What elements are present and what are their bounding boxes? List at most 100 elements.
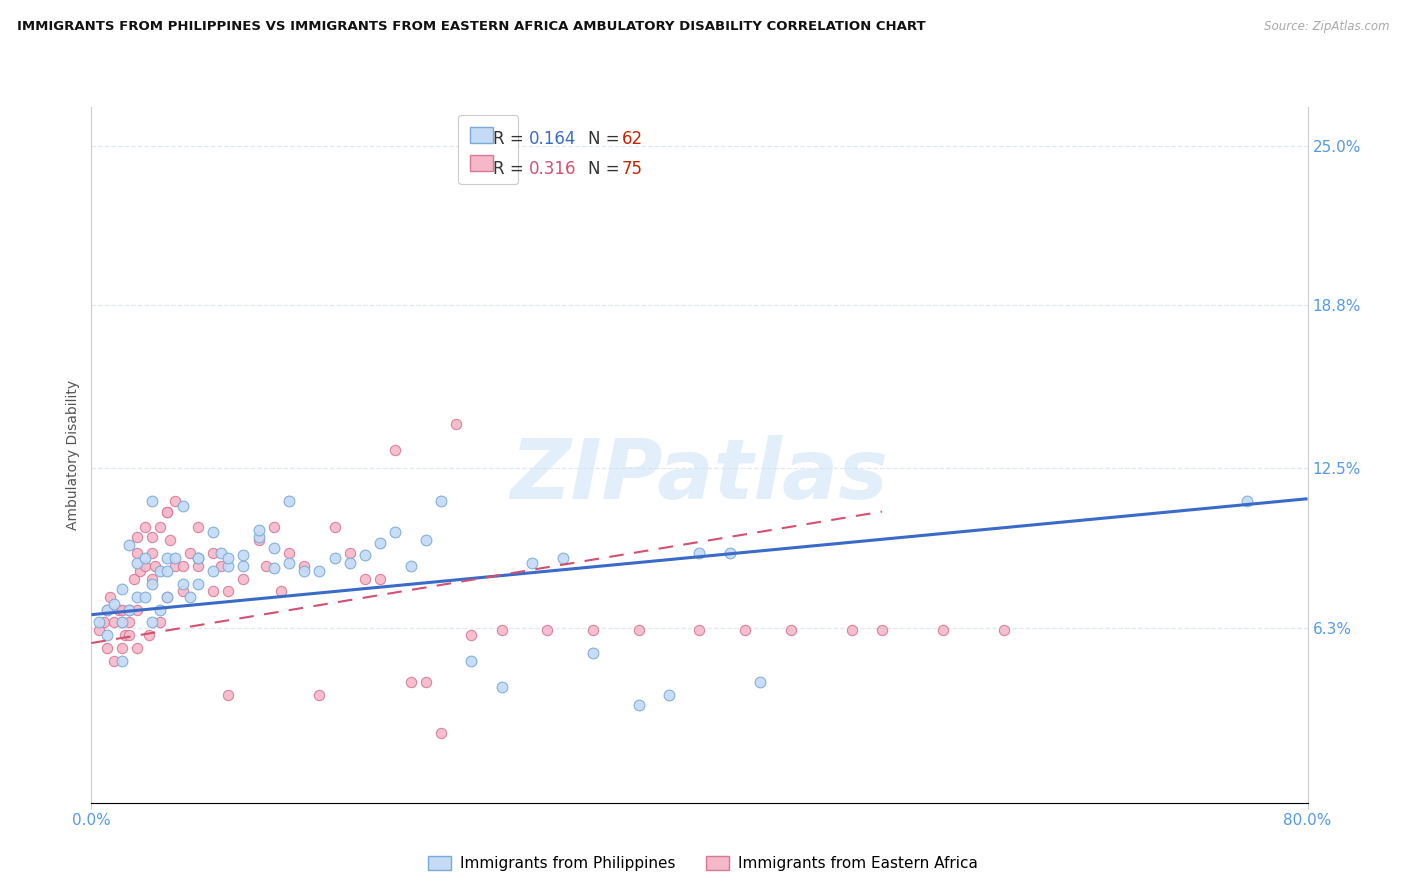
Point: [103, 598, 125, 612]
Point: [308, 688, 330, 702]
Point: [125, 641, 148, 656]
Point: [141, 576, 163, 591]
Point: [149, 615, 172, 630]
Point: [931, 623, 953, 637]
Point: [118, 602, 141, 616]
Point: [111, 582, 134, 596]
Point: [96, 602, 118, 616]
Point: [551, 551, 574, 566]
Point: [156, 590, 179, 604]
Point: [263, 561, 285, 575]
Point: [368, 535, 391, 549]
Text: N =: N =: [588, 160, 619, 178]
Point: [149, 564, 172, 578]
Point: [247, 533, 270, 547]
Point: [122, 572, 145, 586]
Point: [779, 623, 801, 637]
Point: [114, 628, 136, 642]
Point: [993, 623, 1015, 637]
Point: [134, 590, 156, 604]
Point: [263, 520, 285, 534]
Text: 0.316: 0.316: [529, 160, 576, 178]
Point: [444, 417, 467, 431]
Text: Source: ZipAtlas.com: Source: ZipAtlas.com: [1264, 20, 1389, 33]
Point: [107, 602, 129, 616]
Point: [658, 688, 681, 702]
Point: [232, 549, 254, 563]
Point: [125, 590, 148, 604]
Point: [156, 505, 179, 519]
Point: [141, 494, 163, 508]
Point: [118, 628, 141, 642]
Text: IMMIGRANTS FROM PHILIPPINES VS IMMIGRANTS FROM EASTERN AFRICA AMBULATORY DISABIL: IMMIGRANTS FROM PHILIPPINES VS IMMIGRANT…: [17, 20, 925, 33]
Point: [138, 628, 160, 642]
Point: [209, 546, 232, 560]
Point: [354, 549, 377, 563]
Point: [308, 564, 330, 578]
Point: [841, 623, 863, 637]
Point: [125, 530, 148, 544]
Point: [217, 584, 239, 599]
Point: [87, 623, 110, 637]
Point: [278, 494, 301, 508]
Point: [217, 688, 239, 702]
Point: [141, 530, 163, 544]
Point: [384, 442, 406, 457]
Point: [143, 558, 166, 573]
Point: [163, 558, 186, 573]
Point: [163, 551, 186, 566]
Point: [582, 623, 605, 637]
Point: [156, 590, 179, 604]
Point: [141, 546, 163, 560]
Point: [96, 602, 118, 616]
Point: [209, 558, 232, 573]
Point: [141, 572, 163, 586]
Text: R =: R =: [492, 160, 523, 178]
Point: [202, 546, 225, 560]
Point: [172, 584, 194, 599]
Point: [87, 615, 110, 630]
Point: [125, 546, 148, 560]
Point: [430, 494, 453, 508]
Point: [96, 641, 118, 656]
Point: [415, 533, 437, 547]
Point: [870, 623, 893, 637]
Point: [292, 564, 315, 578]
Point: [125, 556, 148, 570]
Point: [111, 654, 134, 668]
Point: [430, 726, 453, 740]
Point: [103, 654, 125, 668]
Point: [93, 615, 115, 630]
Point: [159, 533, 181, 547]
Y-axis label: Ambulatory Disability: Ambulatory Disability: [66, 380, 80, 530]
Point: [111, 615, 134, 630]
Point: [217, 558, 239, 573]
Text: 0.164: 0.164: [529, 130, 576, 148]
Point: [118, 615, 141, 630]
Point: [172, 558, 194, 573]
Point: [118, 538, 141, 552]
Point: [399, 558, 422, 573]
Point: [217, 551, 239, 566]
Text: 62: 62: [621, 130, 643, 148]
Point: [718, 546, 741, 560]
Point: [323, 551, 346, 566]
Point: [323, 520, 346, 534]
Text: N =: N =: [588, 130, 619, 148]
Point: [278, 546, 301, 560]
Point: [536, 623, 558, 637]
Point: [187, 520, 209, 534]
Point: [179, 590, 201, 604]
Point: [141, 615, 163, 630]
Point: [384, 525, 406, 540]
Point: [263, 541, 285, 555]
Point: [149, 602, 172, 616]
Point: [399, 674, 422, 689]
Point: [354, 572, 377, 586]
Point: [339, 556, 361, 570]
Point: [270, 584, 292, 599]
Point: [134, 551, 156, 566]
Point: [627, 623, 650, 637]
Point: [118, 602, 141, 616]
Point: [627, 698, 650, 712]
